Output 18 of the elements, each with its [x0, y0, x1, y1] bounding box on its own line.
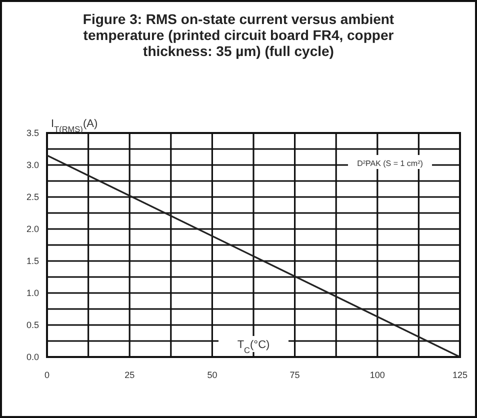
y-tick-label: 2.0 — [26, 224, 39, 234]
x-tick-label: 125 — [452, 370, 468, 380]
x-tick-label: 50 — [207, 370, 218, 380]
y-tick-label: 1.5 — [26, 256, 39, 266]
x-tick-label: 0 — [44, 370, 50, 380]
y-tick-label: 3.0 — [26, 160, 39, 170]
x-tick-label: 75 — [290, 370, 300, 380]
y-tick-label: 3.5 — [26, 128, 39, 138]
y-tick-label: 1.0 — [26, 288, 39, 298]
y-tick-label: 0.5 — [26, 320, 39, 330]
y-tick-label: 0.0 — [26, 352, 39, 362]
x-axis-title: T$_{C}$(°C) — [237, 339, 270, 354]
chart-title: Figure 3: RMS on-state current versus ambient temperature (printed circuit board FR4, copper thickness: 35 µm) (full cycle) — [82, 11, 394, 59]
y-tick-label: 2.5 — [26, 192, 39, 202]
annotation: D²PAK (S = 1 cm²) — [357, 159, 424, 168]
x-tick-label: 25 — [124, 370, 135, 380]
y-axis-title: I$_{T(RMS)}$(A) — [51, 118, 98, 134]
x-tick-label: 100 — [370, 370, 385, 380]
